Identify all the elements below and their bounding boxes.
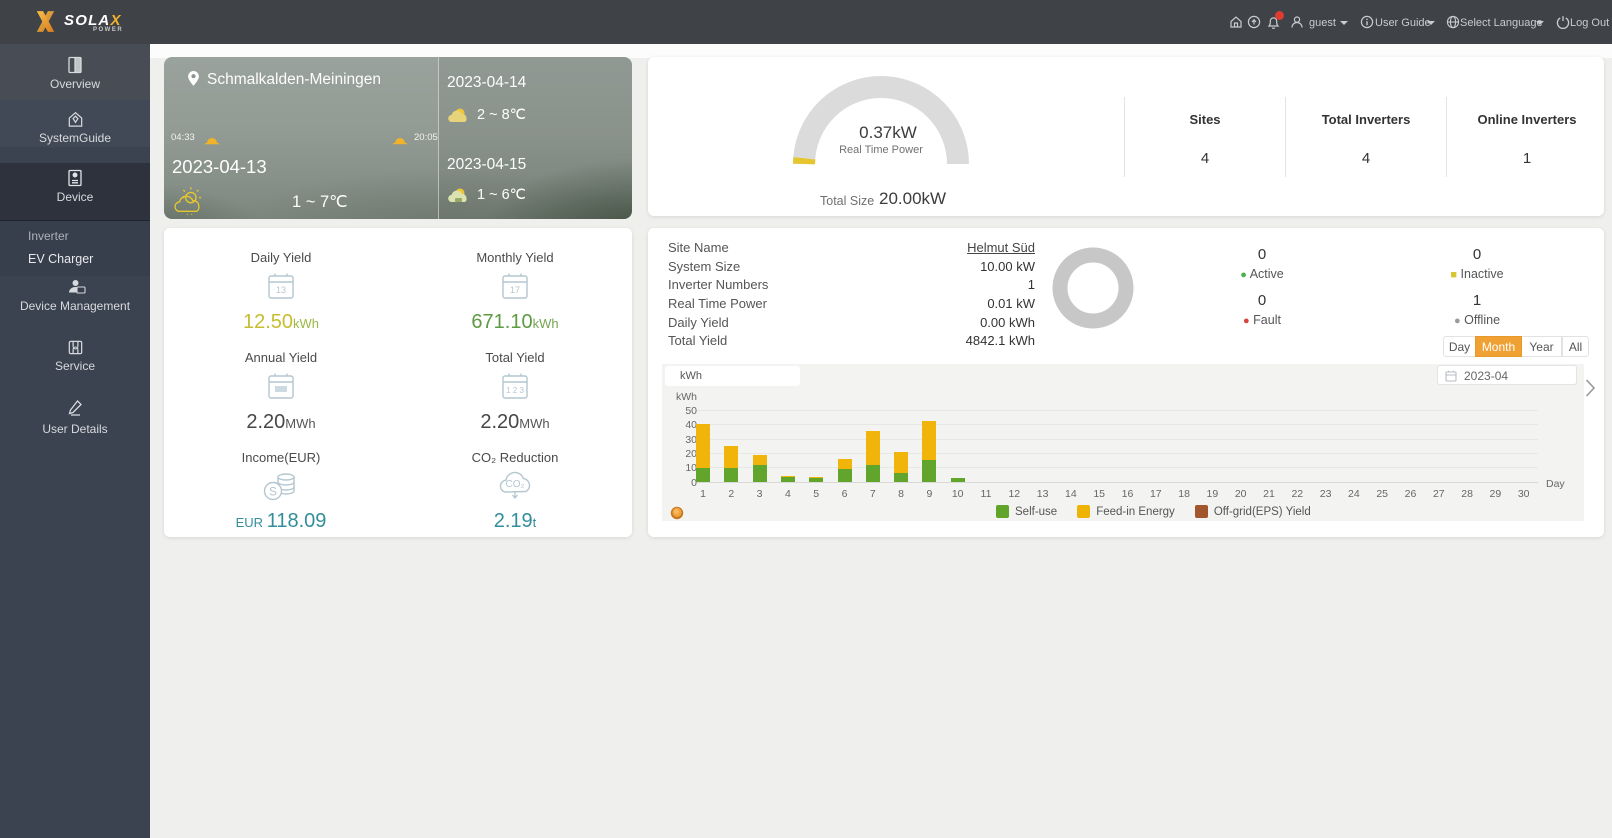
svg-text:CO₂: CO₂ — [506, 479, 525, 490]
svg-text:17: 17 — [510, 285, 520, 295]
svg-text:S: S — [269, 485, 277, 499]
svg-text:13: 13 — [276, 285, 286, 295]
svg-text:1 2 3: 1 2 3 — [506, 386, 524, 395]
